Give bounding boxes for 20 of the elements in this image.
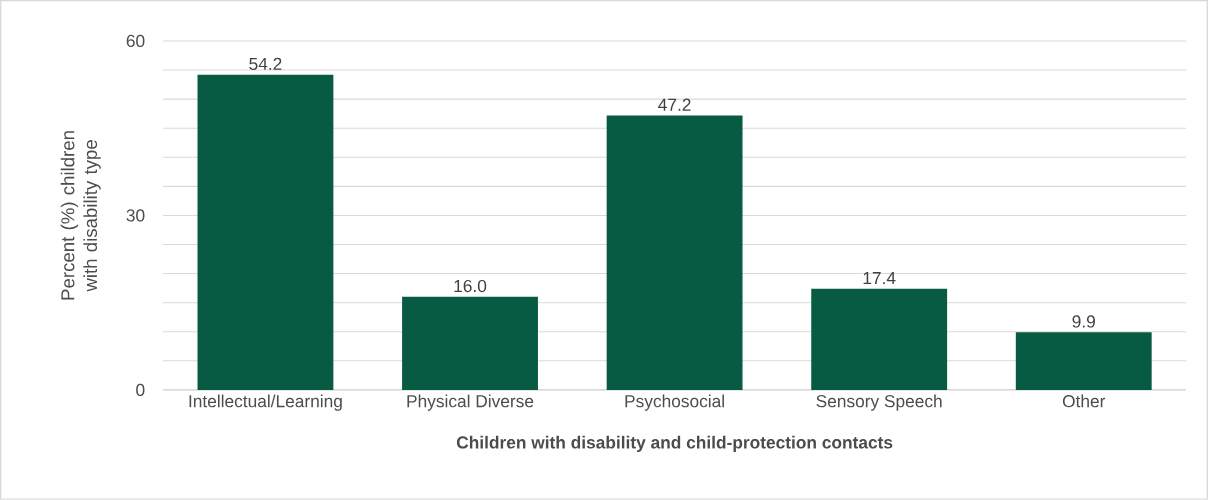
x-tick-label: Other	[1062, 394, 1106, 408]
y-tick-label: 0	[136, 383, 145, 397]
data-label: 16.0	[454, 279, 487, 293]
data-label: 54.2	[249, 57, 282, 71]
data-label: 17.4	[863, 272, 896, 285]
x-tick-label: Sensory Speech	[816, 394, 942, 411]
bar	[402, 296, 538, 391]
data-label: 47.2	[658, 98, 691, 111]
bar	[1015, 332, 1152, 391]
bar	[811, 288, 948, 391]
y-tick-label: 60	[126, 34, 145, 48]
x-tick-label: Psychosocial	[625, 394, 724, 411]
y-tick-label: 30	[126, 209, 145, 222]
x-axis-title: Children with disability and child-protection contacts	[456, 435, 893, 453]
data-label: 9.9	[1072, 315, 1095, 328]
x-tick-label: Physical Diverse	[407, 394, 534, 411]
y-axis-title: Percent (%) children with disability type	[60, 131, 101, 300]
x-tick-label: Intellectual/Learning	[189, 394, 342, 411]
bar	[606, 115, 743, 391]
bar	[197, 74, 334, 391]
